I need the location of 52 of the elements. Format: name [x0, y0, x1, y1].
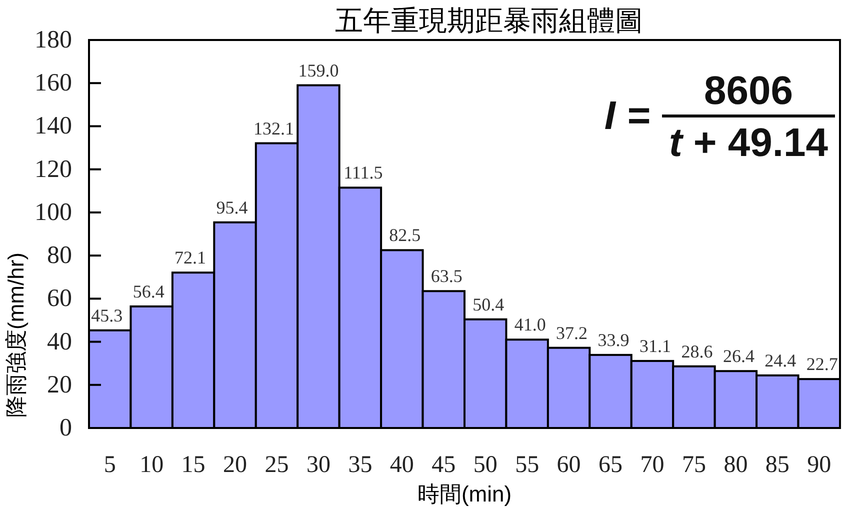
x-tick-label: 15 — [181, 452, 206, 478]
data-label: 72.1 — [174, 248, 206, 268]
x-tick-label: 25 — [264, 452, 289, 478]
y-tick-label: 40 — [47, 328, 72, 356]
x-tick-label: 65 — [598, 452, 623, 478]
y-tick-label: 80 — [47, 242, 72, 270]
data-label: 63.5 — [430, 266, 462, 286]
data-label: 28.6 — [681, 341, 713, 362]
x-axis-title: 時間(min) — [417, 482, 512, 506]
y-tick-label: 140 — [34, 112, 72, 140]
x-tick-label: 20 — [223, 452, 248, 478]
y-axis-title: 降雨強度(mm/hr) — [4, 252, 28, 418]
annotation: I = — [604, 94, 650, 138]
x-tick-label: 30 — [306, 452, 330, 478]
data-label: 56.4 — [132, 281, 164, 302]
data-label: 24.4 — [764, 350, 796, 370]
x-tick-label: 80 — [724, 452, 748, 478]
y-tick-label: 60 — [47, 285, 72, 312]
data-label: 33.9 — [598, 330, 630, 350]
y-tick-label: 120 — [34, 156, 72, 183]
data-label: 159.0 — [298, 60, 339, 80]
x-tick-label: 75 — [682, 452, 706, 478]
data-label: 41.0 — [514, 314, 546, 335]
y-tick-label: 0 — [60, 414, 72, 442]
y-tick-label: 20 — [47, 371, 72, 398]
y-tick-label: 180 — [34, 26, 72, 54]
data-label: 26.4 — [722, 346, 754, 366]
data-label: 111.5 — [344, 162, 383, 183]
x-tick-label: 60 — [556, 452, 581, 478]
data-label: 45.3 — [91, 305, 123, 326]
x-tick-label: 55 — [515, 452, 540, 478]
y-tick-label: 100 — [34, 198, 72, 226]
x-tick-label: 50 — [473, 452, 498, 478]
x-tick-label: 35 — [348, 452, 372, 478]
data-label: 95.4 — [216, 197, 248, 218]
annotation: 8606 — [704, 69, 793, 113]
x-tick-label: 5 — [104, 452, 116, 478]
data-label: 22.7 — [806, 354, 838, 374]
data-label: 50.4 — [472, 294, 504, 314]
data-label: 82.5 — [389, 225, 421, 246]
x-tick-label: 90 — [807, 452, 832, 478]
x-tick-label: 85 — [765, 452, 790, 478]
annotation: t + 49.14 — [668, 121, 829, 165]
x-tick-label: 40 — [390, 452, 414, 478]
x-tick-label: 10 — [140, 452, 164, 478]
x-tick-label: 70 — [640, 452, 664, 478]
data-label: 132.1 — [254, 118, 294, 138]
x-tick-label: 45 — [432, 452, 456, 478]
data-label: 31.1 — [640, 336, 671, 356]
chart-title: 五年重現期距暴雨組體圖 — [335, 5, 643, 36]
data-label: 37.2 — [556, 322, 588, 343]
y-tick-label: 160 — [34, 70, 72, 97]
